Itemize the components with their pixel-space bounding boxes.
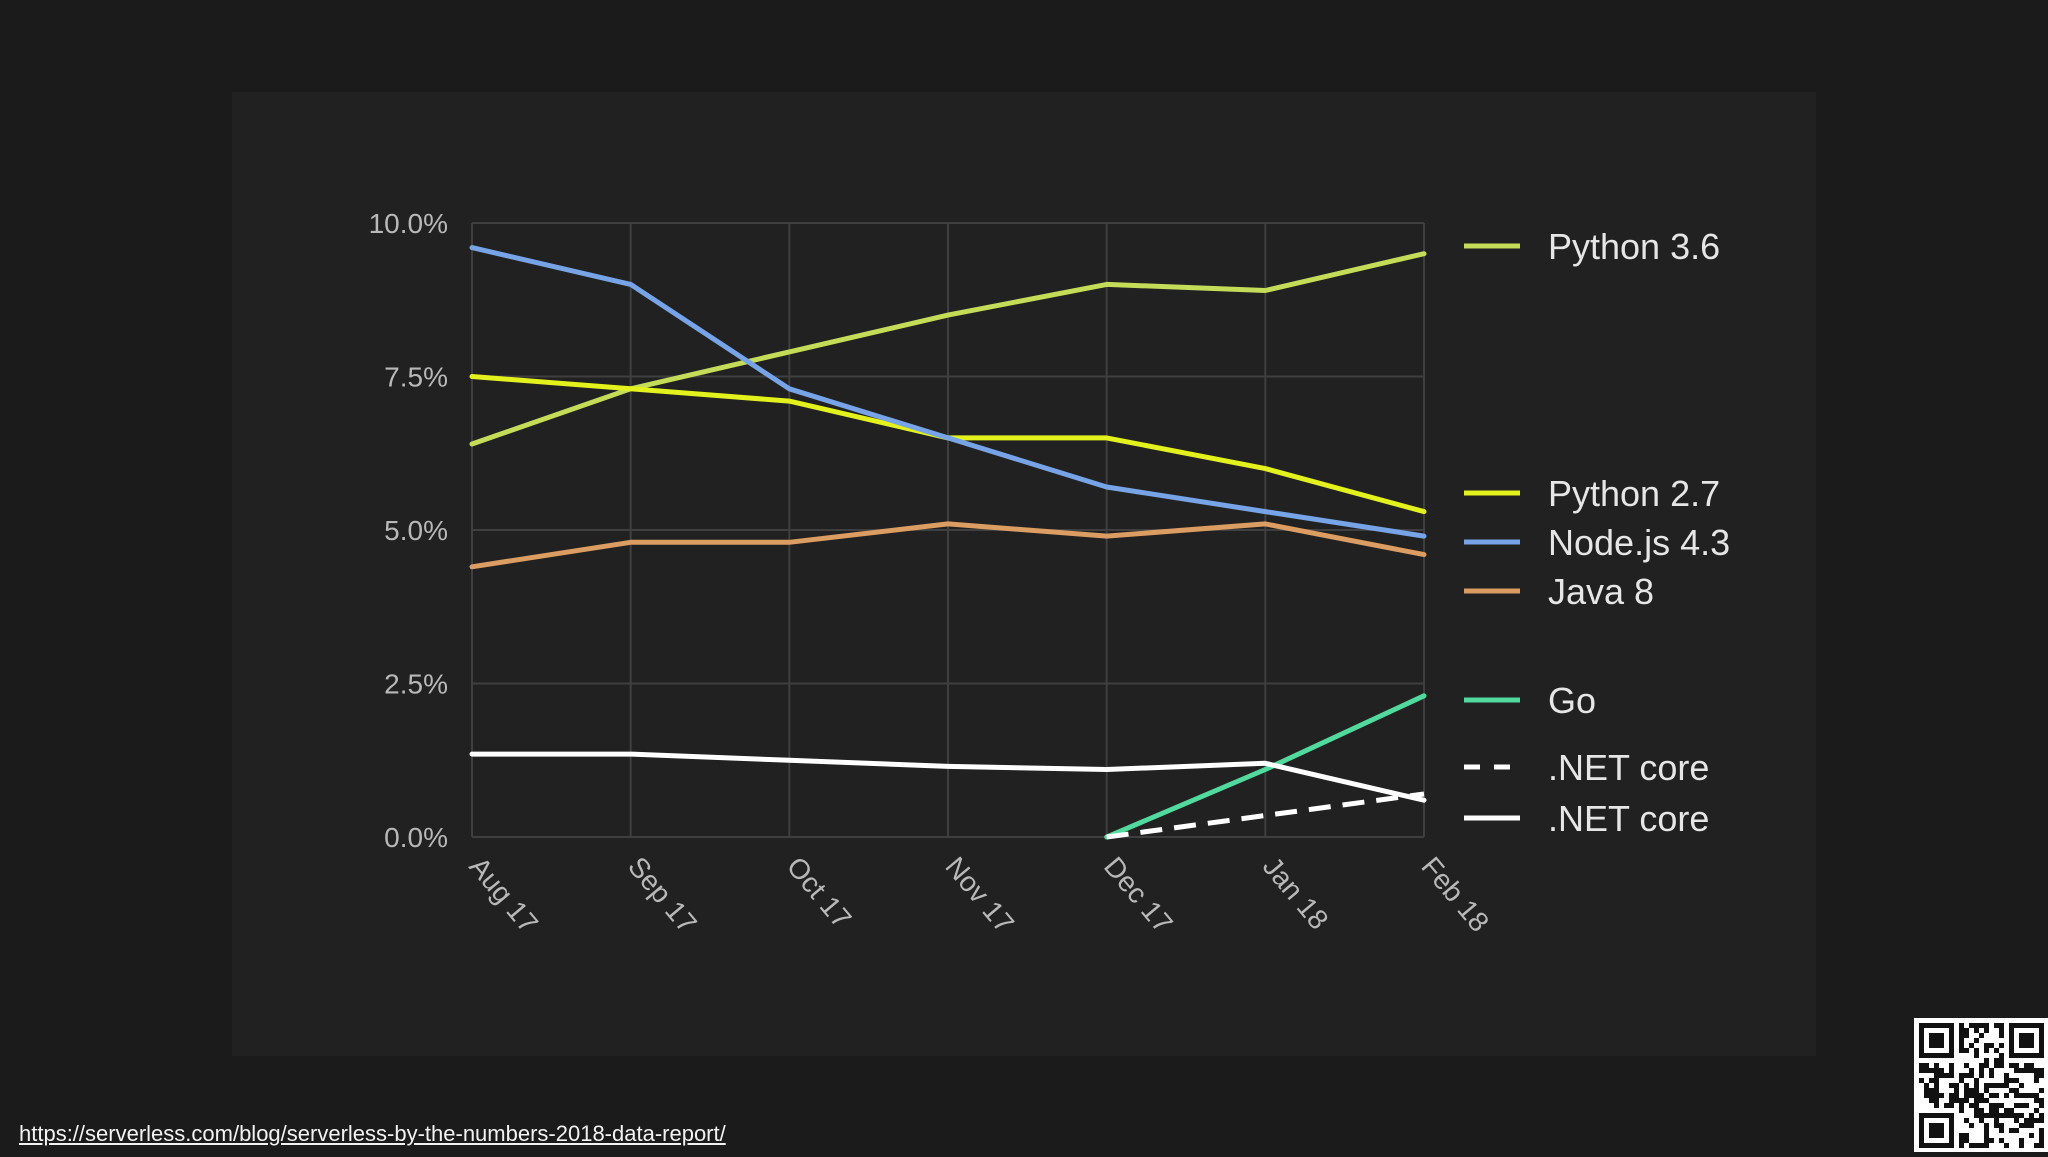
y-tick-label: 7.5% bbox=[384, 362, 448, 393]
legend-label-4: Go bbox=[1548, 680, 1596, 721]
x-tick-label: Nov 17 bbox=[939, 851, 1020, 939]
line-chart: 0.0% 2.5% 5.0% 7.5% 10.0% Aug 17 Sep 17 Oct 17… bbox=[369, 208, 1731, 939]
source-link[interactable]: https://serverless.com/blog/serverless-b… bbox=[19, 1121, 726, 1146]
x-tick-label: Aug 17 bbox=[463, 851, 544, 939]
x-tick-label: Oct 17 bbox=[781, 851, 858, 934]
y-tick-label: 10.0% bbox=[369, 208, 448, 239]
grid bbox=[471, 222, 1425, 838]
x-tick-label: Sep 17 bbox=[622, 851, 703, 939]
y-axis-ticks: 0.0% 2.5% 5.0% 7.5% 10.0% bbox=[369, 208, 448, 853]
series-line-6 bbox=[469, 751, 1427, 803]
series-line-3 bbox=[469, 521, 1427, 570]
qr-code-icon bbox=[1914, 1018, 2048, 1152]
chart-panel: 0.0% 2.5% 5.0% 7.5% 10.0% Aug 17 Sep 17 Oct 17… bbox=[232, 92, 1816, 1056]
y-tick-label: 2.5% bbox=[384, 669, 448, 700]
x-tick-label: Dec 17 bbox=[1098, 851, 1179, 939]
x-tick-label: Feb 18 bbox=[1415, 851, 1495, 938]
series-line-2 bbox=[469, 245, 1427, 539]
legend-label-6: .NET core bbox=[1548, 798, 1709, 839]
legend: Python 3.6 Python 2.7 Node.js 4.3 Java 8 Go.… bbox=[1464, 226, 1730, 839]
series-lines bbox=[469, 245, 1427, 840]
legend-label-5: .NET core bbox=[1548, 747, 1709, 788]
legend-label-0: Python 3.6 bbox=[1548, 226, 1720, 267]
x-tick-label: Jan 18 bbox=[1257, 851, 1335, 935]
legend-label-1: Python 2.7 bbox=[1548, 473, 1720, 514]
legend-label-3: Java 8 bbox=[1548, 571, 1654, 612]
series-line-4 bbox=[1104, 693, 1427, 840]
y-tick-label: 5.0% bbox=[384, 515, 448, 546]
series-line-5 bbox=[1106, 791, 1425, 840]
x-axis-ticks: Aug 17 Sep 17 Oct 17 Nov 17 Dec 17 Jan 18 Feb … bbox=[463, 851, 1495, 939]
y-tick-label: 0.0% bbox=[384, 822, 448, 853]
legend-label-2: Node.js 4.3 bbox=[1548, 522, 1730, 563]
